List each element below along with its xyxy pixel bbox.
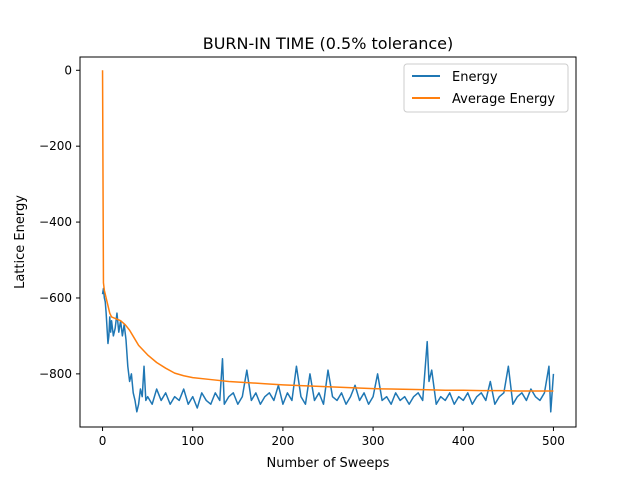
axes-frame xyxy=(79,56,577,428)
x-tick-label: 300 xyxy=(362,434,385,448)
chart-title: BURN-IN TIME (0.5% tolerance) xyxy=(203,34,454,53)
y-tick-label: −400 xyxy=(39,215,72,229)
x-axis-label: Number of Sweeps xyxy=(267,456,390,471)
y-tick-label: 0 xyxy=(64,63,72,77)
legend: Energy Average Energy xyxy=(403,63,569,113)
y-tick-label: −600 xyxy=(39,291,72,305)
x-tick-label: 0 xyxy=(99,434,107,448)
plot-area xyxy=(79,56,577,428)
x-tick-label: 500 xyxy=(542,434,565,448)
x-axis-ticks: 0 100 200 300 400 500 xyxy=(99,427,565,448)
series-layer xyxy=(101,70,555,413)
y-tick-label: −800 xyxy=(39,367,72,381)
legend-box xyxy=(403,63,569,113)
series-line-average-energy xyxy=(101,70,554,392)
x-tick-label: 100 xyxy=(181,434,204,448)
legend-label-average-energy: Average Energy xyxy=(452,92,555,107)
legend-label-energy: Energy xyxy=(452,70,498,85)
x-tick-label: 400 xyxy=(452,434,475,448)
series-line-energy xyxy=(101,287,555,413)
y-tick-label: −200 xyxy=(39,139,72,153)
y-axis-label: Lattice Energy xyxy=(13,195,28,289)
x-tick-label: 200 xyxy=(271,434,294,448)
y-axis-ticks: 0 −200 −400 −600 −800 xyxy=(39,63,80,381)
